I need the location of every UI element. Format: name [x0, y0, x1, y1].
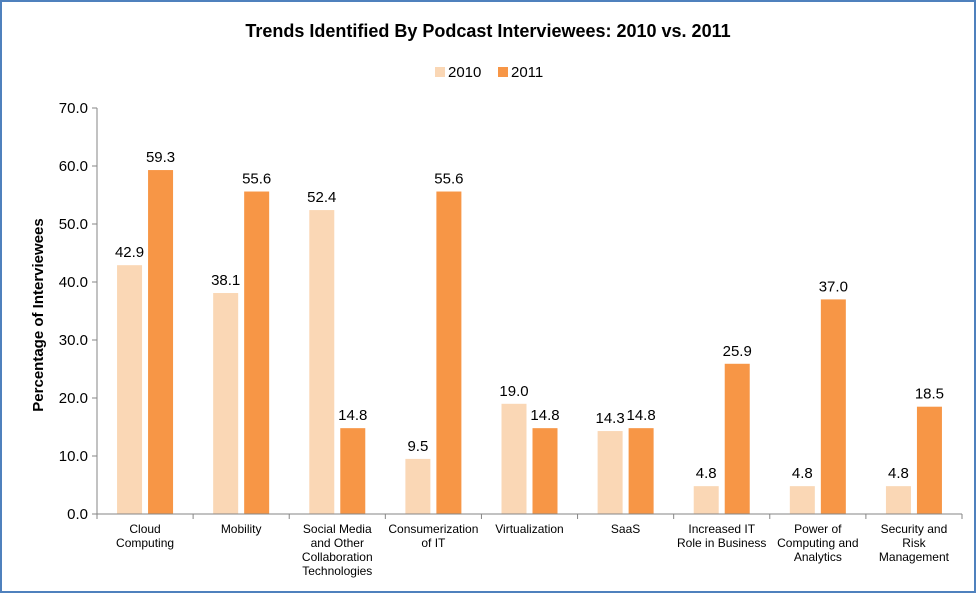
y-axis-title: Percentage of Interviewees: [30, 218, 47, 411]
data-label-2010: 4.8: [888, 465, 909, 482]
x-category-label: Consumerization of IT: [388, 522, 478, 550]
legend-swatch-2010: [435, 67, 445, 77]
y-axis: 0.0 10.0 20.0 30.0 40.0 50.0 60.0 70.0: [59, 100, 98, 523]
bar-2011: [724, 363, 750, 514]
bar-2011: [532, 428, 558, 514]
legend-label-2010: 2010: [448, 64, 481, 81]
data-label-2011: 55.6: [242, 171, 271, 188]
data-label-2011: 14.8: [338, 407, 367, 424]
data-label-2011: 25.9: [723, 343, 752, 360]
data-label-2010: 4.8: [792, 465, 813, 482]
legend-label-2011: 2011: [511, 64, 543, 81]
bar-2010: [789, 486, 815, 514]
bar-2011: [436, 191, 462, 514]
data-label-2010: 19.0: [499, 383, 528, 400]
bar-2011: [820, 299, 846, 514]
data-label-2010: 14.3: [596, 410, 625, 427]
data-label-2010: 38.1: [211, 272, 240, 289]
data-label-2011: 59.3: [146, 149, 175, 166]
bar-2010: [597, 431, 623, 514]
data-label-2010: 52.4: [307, 189, 336, 206]
data-label-2011: 14.8: [530, 407, 559, 424]
y-tick-label: 20.0: [59, 390, 88, 407]
y-tick-label: 10.0: [59, 448, 88, 465]
x-category-label: Power of Computing and Analytics: [777, 522, 858, 564]
data-label-2011: 14.8: [627, 407, 656, 424]
y-tick-label: 40.0: [59, 274, 88, 291]
bar-2010: [309, 210, 335, 514]
y-tick-label: 50.0: [59, 216, 88, 233]
data-labels: 42.959.338.155.652.414.89.555.619.014.8 1…: [115, 149, 944, 482]
y-tick-label: 0.0: [67, 506, 88, 523]
bar-2011: [244, 191, 270, 514]
x-category-label: Increased IT Role in Business: [677, 522, 766, 550]
data-label-2011: 37.0: [819, 278, 848, 295]
y-tick-label: 30.0: [59, 332, 88, 349]
y-tick-label: 70.0: [59, 100, 88, 117]
bar-2010: [693, 486, 719, 514]
y-tick-label: 60.0: [59, 158, 88, 175]
x-category-label: SaaS: [611, 522, 640, 536]
bar-2011: [628, 428, 654, 514]
data-label-2010: 42.9: [115, 244, 144, 261]
chart-title: Trends Identified By Podcast Interviewee…: [245, 21, 730, 41]
x-category-label: Social Media and Other Collaboration Techno…: [302, 522, 373, 578]
bar-2010: [405, 458, 431, 514]
legend: 2010 2011: [435, 64, 543, 81]
bar-2010: [213, 293, 239, 514]
bar-2010: [501, 403, 527, 514]
bar-2010: [885, 486, 911, 514]
data-label-2011: 18.5: [915, 386, 944, 403]
data-label-2010: 4.8: [696, 465, 717, 482]
x-category-label: Virtualization: [495, 522, 563, 536]
bar-2010: [117, 265, 143, 514]
bar-2011: [148, 170, 174, 514]
x-axis: Cloud Computing Mobility Social Media and Ot…: [96, 513, 963, 578]
bar-2011: [916, 406, 942, 514]
x-category-label: Mobility: [221, 522, 262, 536]
legend-swatch-2011: [498, 67, 508, 77]
x-category-label: Security and Risk Management: [879, 522, 950, 564]
x-category-label: Cloud Computing: [116, 522, 174, 550]
bars: [117, 170, 942, 514]
bar-2011: [340, 428, 366, 514]
data-label-2011: 55.6: [434, 171, 463, 188]
data-label-2010: 9.5: [407, 438, 428, 455]
